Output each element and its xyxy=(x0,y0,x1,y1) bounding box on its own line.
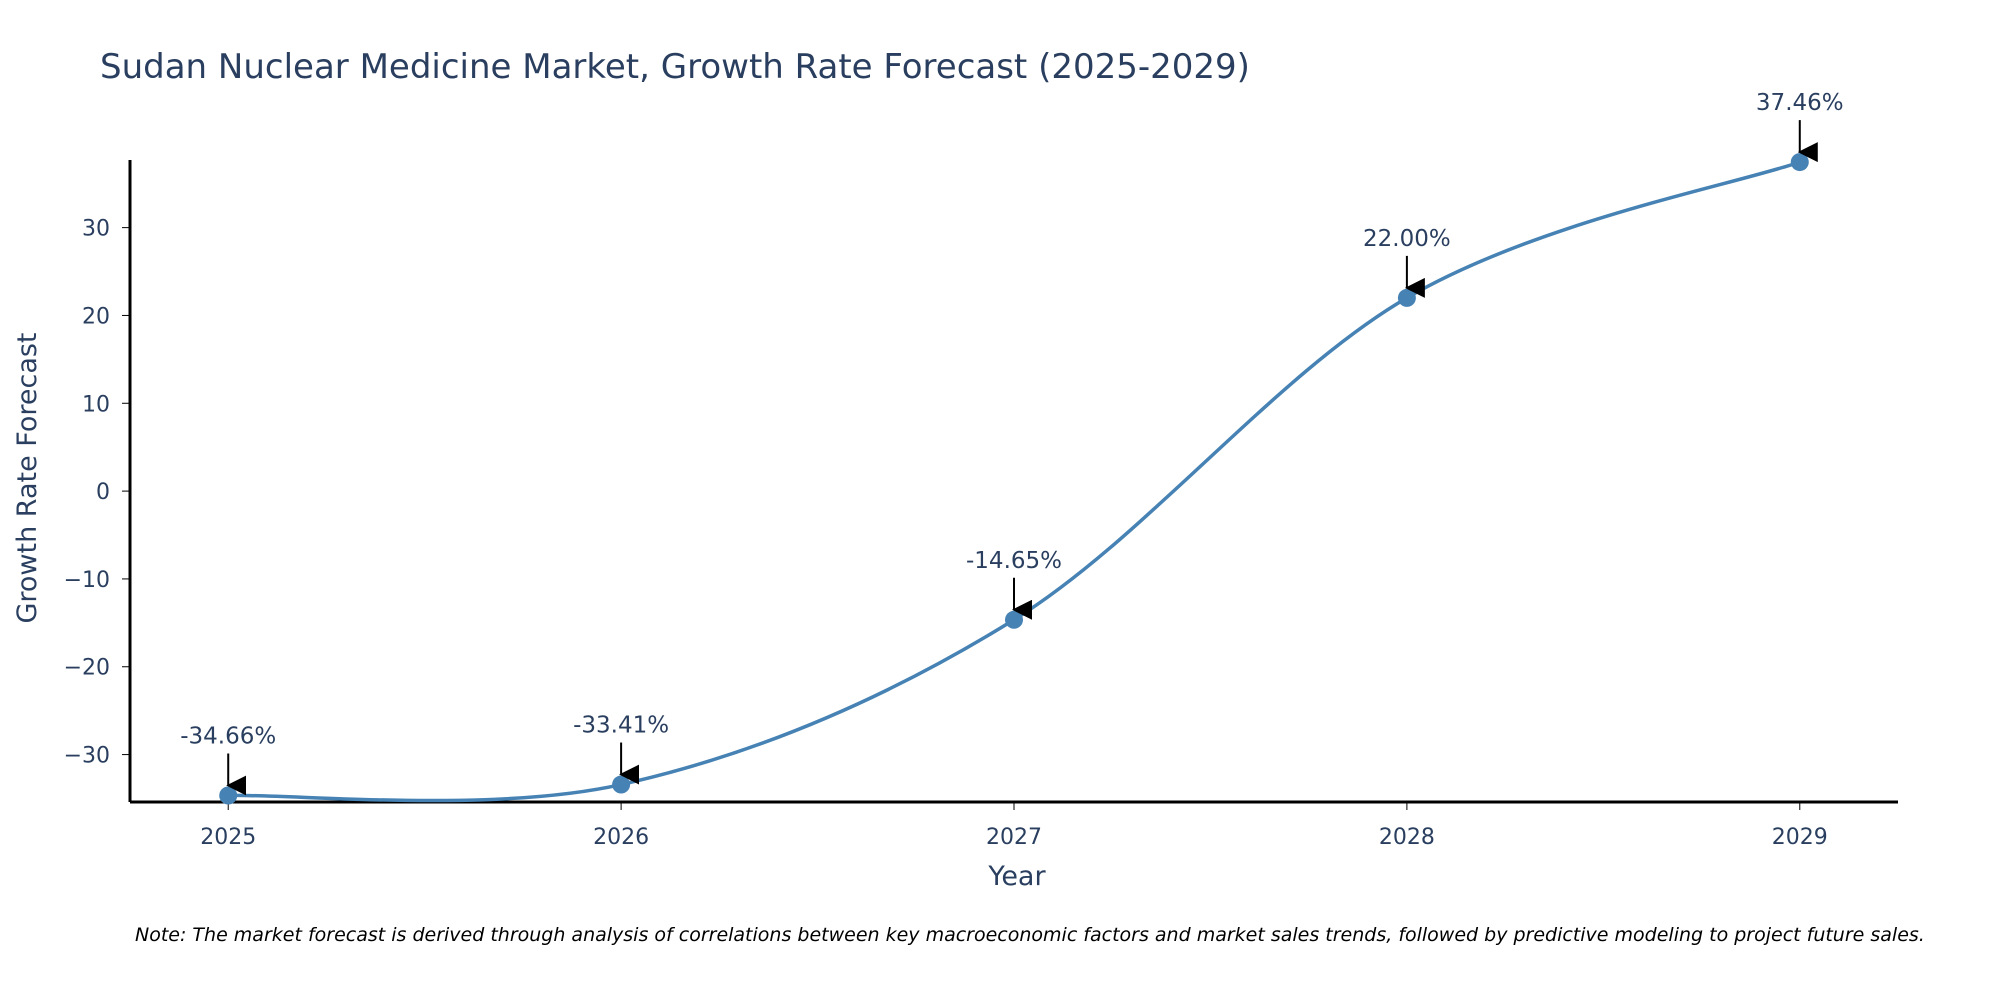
x-tick-label: 2029 xyxy=(1772,825,1828,850)
chart-title: Sudan Nuclear Medicine Market, Growth Ra… xyxy=(100,47,1250,87)
y-tick-label: −10 xyxy=(64,568,110,593)
data-point-marker xyxy=(1397,288,1416,307)
y-tick-label: 0 xyxy=(96,480,110,505)
x-tick-label: 2027 xyxy=(986,825,1042,850)
y-tick-label: 20 xyxy=(82,304,110,329)
y-tick-label: −30 xyxy=(64,744,110,769)
data-point-marker xyxy=(612,775,631,794)
x-tick-label: 2025 xyxy=(200,825,256,850)
y-tick-label: 30 xyxy=(82,217,110,242)
x-axis-title: Year xyxy=(987,861,1046,892)
data-label: -33.41% xyxy=(573,713,669,739)
data-label: 37.46% xyxy=(1756,90,1844,116)
data-label: -34.66% xyxy=(180,724,276,750)
data-label: -14.65% xyxy=(966,548,1062,574)
data-point-marker xyxy=(219,786,238,805)
data-point-marker xyxy=(1005,610,1023,629)
footnote: Note: The market forecast is derived thr… xyxy=(135,924,1925,946)
x-tick-label: 2028 xyxy=(1379,825,1435,850)
y-axis-title: Growth Rate Forecast xyxy=(12,332,43,623)
y-tick-label: 10 xyxy=(82,392,110,417)
plot-area: 30 20 10 0 −10 −20 −30 2025 2026 2027 2028 2029 -34.… xyxy=(64,90,1898,850)
series-line xyxy=(228,160,1801,803)
x-tick-label: 2026 xyxy=(593,825,649,850)
y-tick-label: −20 xyxy=(64,656,110,681)
data-label: 22.00% xyxy=(1363,226,1451,252)
data-point-marker xyxy=(1790,153,1809,172)
